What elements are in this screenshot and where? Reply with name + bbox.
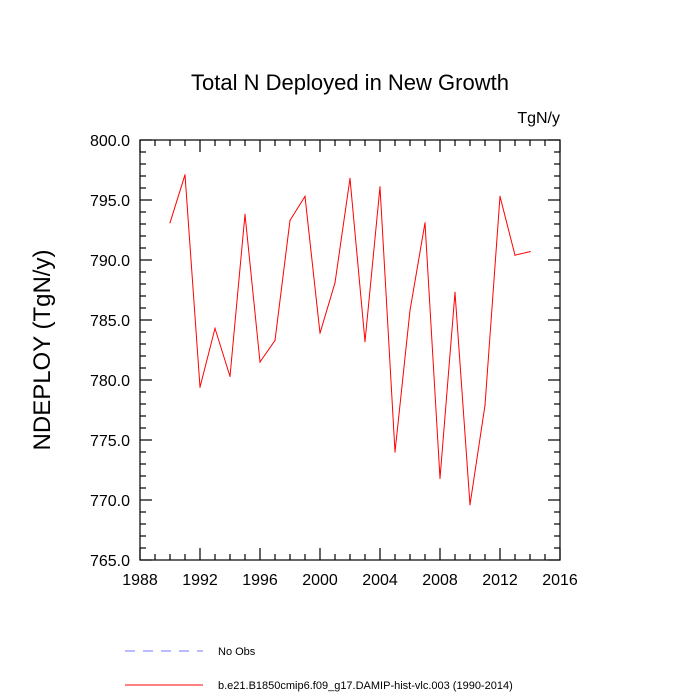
data-point: [184, 174, 186, 176]
x-tick-label: 2008: [422, 572, 458, 589]
chart-title: Total N Deployed in New Growth: [191, 70, 509, 95]
data-point: [484, 404, 486, 406]
series-layer: [169, 174, 531, 506]
data-point: [334, 282, 336, 284]
data-point: [394, 451, 396, 453]
data-point: [364, 341, 366, 343]
data-point: [214, 327, 216, 329]
y-tick-label: 795.0: [90, 193, 130, 210]
y-tick-label: 780.0: [90, 373, 130, 390]
data-point: [424, 222, 426, 224]
data-point: [499, 195, 501, 197]
x-axis-ticks: 1988 1992 1996 2000 2004 2008 2012 2016: [122, 140, 578, 589]
x-tick-label: 2016: [542, 572, 578, 589]
data-point: [169, 222, 171, 224]
data-point: [289, 219, 291, 221]
data-point: [304, 195, 306, 197]
y-tick-label: 765.0: [90, 553, 130, 570]
series-line: [169, 174, 531, 505]
legend-label: b.e21.B1850cmip6.f09_g17.DAMIP-hist-vlc.…: [218, 680, 513, 692]
y-tick-label: 800.0: [90, 133, 130, 150]
x-tick-label: 2012: [482, 572, 518, 589]
legend: No Obs b.e21.B1850cmip6.f09_g17.DAMIP-his…: [125, 646, 513, 692]
data-point: [199, 386, 201, 388]
data-point: [529, 251, 531, 253]
data-point: [514, 254, 516, 256]
y-axis-ticks: 765.0 770.0 775.0 780.0 785.0 790.0 795.0 800.0: [90, 133, 560, 570]
y-tick-label: 785.0: [90, 313, 130, 330]
data-point: [454, 291, 456, 293]
x-tick-label: 1992: [182, 572, 218, 589]
legend-label: No Obs: [218, 646, 256, 658]
data-point: [229, 375, 231, 377]
data-point: [319, 332, 321, 334]
x-tick-label: 1988: [122, 572, 158, 589]
x-tick-label: 1996: [242, 572, 278, 589]
plot-frame: [139, 139, 561, 561]
y-tick-label: 775.0: [90, 433, 130, 450]
y-tick-label: 790.0: [90, 253, 130, 270]
x-tick-label: 2004: [362, 572, 398, 589]
x-tick-label: 2000: [302, 572, 338, 589]
data-point: [409, 309, 411, 311]
data-point: [379, 186, 381, 188]
y-tick-label: 770.0: [90, 493, 130, 510]
data-point: [274, 339, 276, 341]
data-point: [439, 477, 441, 479]
data-point: [469, 504, 471, 506]
data-point: [349, 177, 351, 179]
data-point: [244, 213, 246, 215]
units-label: TgN/y: [517, 110, 560, 127]
y-axis-label: NDEPLOY (TgN/y): [29, 250, 56, 451]
data-point: [259, 361, 261, 363]
